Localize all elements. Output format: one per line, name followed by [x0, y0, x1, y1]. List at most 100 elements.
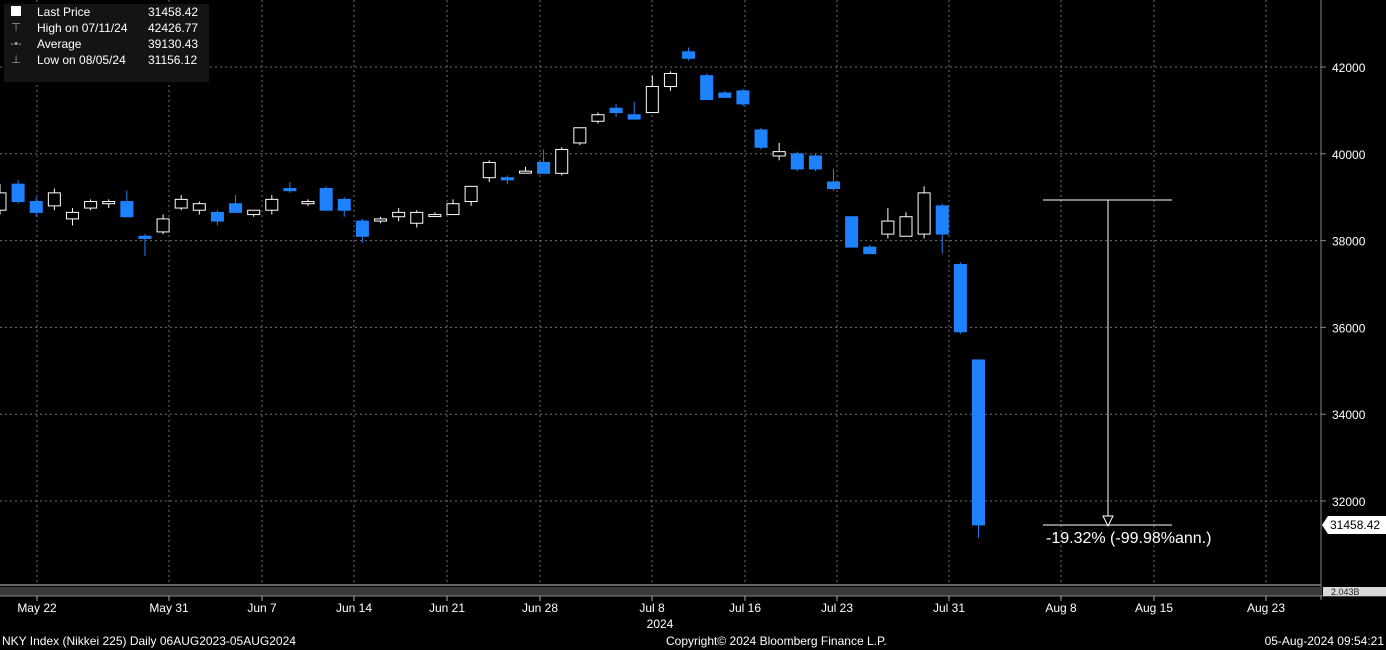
x-tick-label: Aug 15	[1135, 601, 1173, 615]
candle	[156, 214, 170, 235]
candle	[210, 210, 224, 226]
x-tick-label: Jul 16	[729, 601, 761, 615]
candle-body	[428, 214, 442, 218]
last-price-tag-text: 31458.42	[1330, 518, 1380, 532]
candle-body	[265, 198, 279, 211]
volume-strip	[0, 584, 1386, 597]
candle	[319, 186, 333, 211]
candle	[790, 151, 804, 172]
candle-body	[935, 205, 949, 235]
candle-body	[337, 198, 351, 211]
x-tick-label: Aug 23	[1247, 601, 1285, 615]
candle	[609, 103, 623, 117]
candle	[29, 197, 43, 217]
candle-body	[319, 188, 333, 211]
last-price-tag: 31458.42	[1322, 516, 1386, 534]
y-tick-label: 38000	[1332, 235, 1366, 249]
candle-body	[808, 155, 822, 170]
candle-body	[790, 153, 804, 170]
candle-body	[392, 211, 406, 218]
candle-body	[84, 201, 98, 209]
candle	[464, 185, 478, 206]
y-tick-label: 34000	[1332, 408, 1366, 422]
candle-body	[953, 263, 967, 333]
measure-annotation: -19.32% (-99.98%ann.)	[1043, 199, 1211, 547]
candle	[808, 153, 822, 172]
x-tick-label: May 22	[17, 601, 57, 615]
candle	[718, 90, 732, 98]
candle-body	[446, 203, 460, 216]
candle-body	[120, 201, 134, 218]
candle-body	[500, 177, 514, 181]
legend-item-average: -•- Average 39130.43	[10, 37, 199, 51]
candle-body	[174, 198, 188, 209]
volume-axis-tag: 2.043B	[1323, 587, 1386, 597]
candle	[917, 186, 931, 239]
candle	[555, 147, 569, 176]
candle	[500, 175, 514, 185]
candle-body	[247, 209, 261, 216]
legend-panel: Last Price 31458.42 ⊤ High on 07/11/24 4…	[4, 4, 209, 82]
candle-body	[537, 161, 551, 174]
candle-body	[102, 201, 116, 205]
candle-body	[301, 201, 315, 205]
candle	[428, 212, 442, 218]
candle	[410, 210, 424, 228]
candle	[392, 208, 406, 222]
candle	[627, 101, 641, 120]
candle	[953, 262, 967, 334]
candle	[174, 195, 188, 211]
candle	[482, 160, 496, 183]
candle-body	[29, 201, 43, 213]
candle-body	[899, 216, 913, 237]
x-year-label: 2024	[647, 617, 674, 631]
candle-body	[917, 192, 931, 235]
candle	[47, 188, 61, 211]
candle	[446, 199, 460, 216]
candle	[65, 208, 79, 226]
x-tick-label: Aug 8	[1045, 601, 1077, 615]
candle	[355, 218, 369, 243]
candle	[518, 166, 532, 174]
candle-body	[210, 211, 224, 222]
candle	[247, 209, 261, 217]
last-price-marker-icon	[10, 6, 22, 18]
candle	[663, 71, 677, 91]
x-tick-label: Jul 23	[821, 601, 853, 615]
candle	[736, 88, 750, 107]
candle-body	[754, 129, 768, 148]
volume-axis-label: 2.043B	[1331, 587, 1360, 597]
candle-body	[0, 192, 7, 211]
x-tick-label: Jun 21	[429, 601, 465, 615]
candle-body	[591, 114, 605, 122]
candle-body	[863, 246, 877, 255]
candle-body	[65, 211, 79, 220]
candle-body	[700, 75, 714, 101]
candle	[971, 359, 985, 538]
candle	[845, 216, 859, 248]
candle-body	[229, 203, 243, 213]
candle-body	[283, 188, 297, 192]
candle	[899, 212, 913, 237]
candle	[881, 208, 895, 239]
candle	[772, 142, 786, 161]
legend-item-last-price: Last Price 31458.42	[4, 4, 209, 20]
high-marker-icon: ⊤	[11, 22, 21, 34]
footer-copyright: Copyright© 2024 Bloomberg Finance L.P.	[666, 634, 887, 648]
x-tick-label: Jul 31	[933, 601, 965, 615]
candle	[84, 199, 98, 211]
x-tick-label: Jun 7	[247, 601, 277, 615]
candle	[682, 47, 696, 61]
candle	[120, 190, 134, 218]
legend-item-low: ⊥ Low on 08/05/24 31156.12	[11, 53, 198, 67]
candle-body	[138, 235, 152, 239]
candle-body	[718, 92, 732, 98]
y-tick-label: 42000	[1332, 61, 1366, 75]
candle-body	[845, 216, 859, 248]
candle	[935, 203, 949, 254]
candle	[337, 197, 351, 217]
candle-body	[192, 203, 206, 211]
candle	[102, 199, 116, 209]
candle-body	[881, 220, 895, 235]
